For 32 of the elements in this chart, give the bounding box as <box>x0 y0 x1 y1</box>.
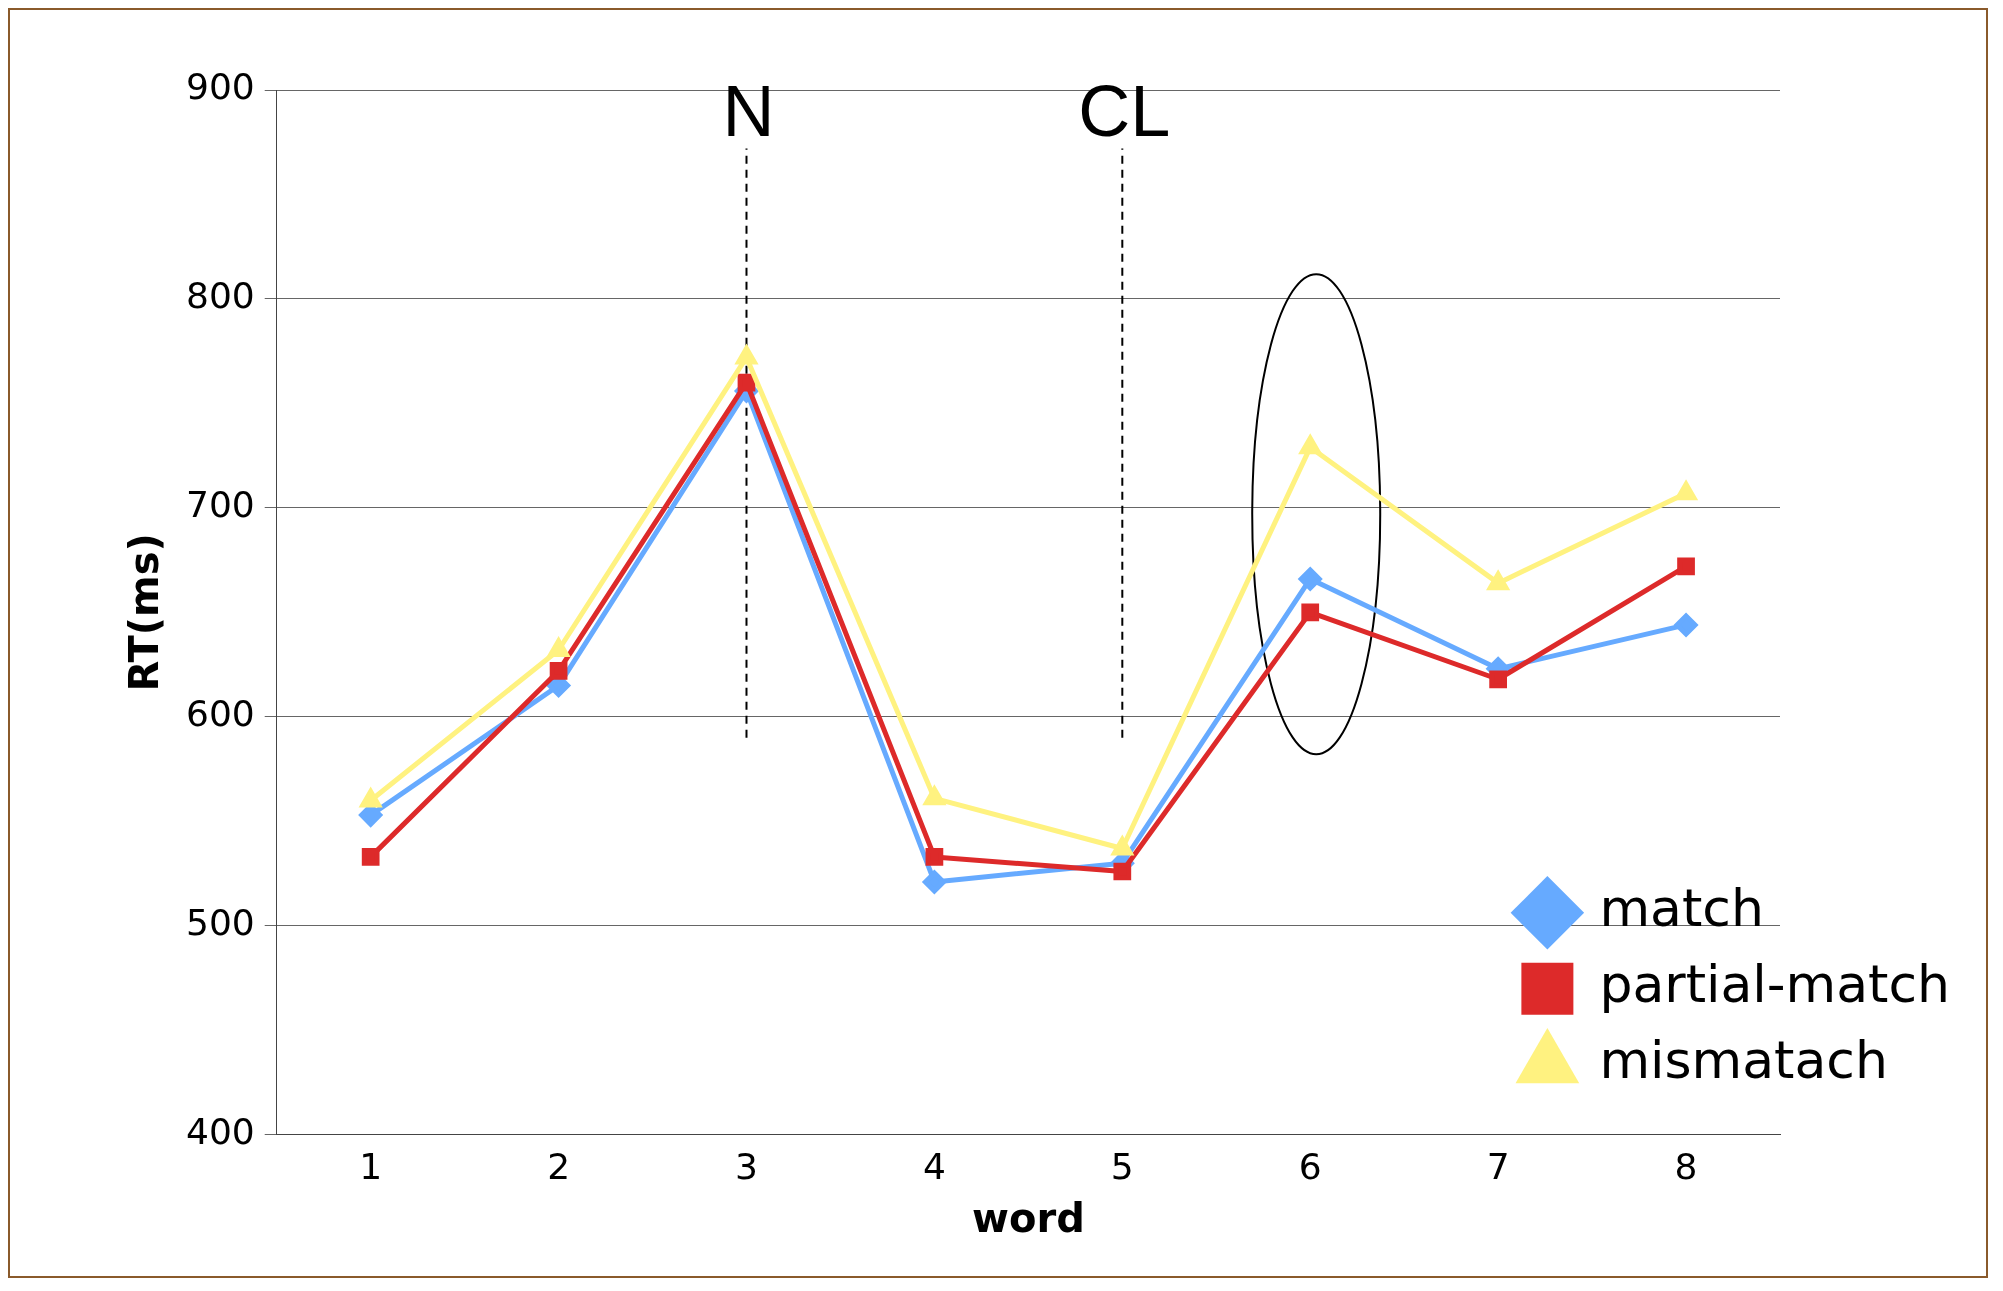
legend-label: match <box>1599 878 1764 939</box>
x-tick-label: 8 <box>1674 1145 1698 1187</box>
point <box>361 848 380 866</box>
x-tick-label: 2 <box>547 1145 571 1187</box>
point <box>737 373 756 392</box>
y-tick-label: 800 <box>185 275 255 317</box>
point <box>1298 567 1322 591</box>
point <box>1113 862 1132 881</box>
point <box>925 848 944 866</box>
point <box>1489 670 1507 689</box>
legend-label: partial-match <box>1599 954 1951 1015</box>
x-tick-label: 6 <box>1298 1145 1322 1187</box>
y-tick-label: 700 <box>185 484 255 526</box>
x-axis-title: word <box>971 1195 1085 1242</box>
point <box>922 870 946 894</box>
x-tick-label: 3 <box>735 1145 758 1187</box>
ref-line-label: CL <box>1078 71 1171 152</box>
point <box>549 662 568 680</box>
y-tick-label: 400 <box>185 1111 255 1153</box>
y-tick-label: 500 <box>185 902 255 944</box>
y-tick-label: 900 <box>185 66 255 108</box>
x-tick-label: 4 <box>922 1145 946 1187</box>
x-tick-label: 5 <box>1110 1145 1134 1187</box>
point <box>1677 557 1695 576</box>
point <box>1301 603 1320 622</box>
y-tick-label: 600 <box>185 693 255 735</box>
ref-line-label: N <box>722 71 775 152</box>
point <box>1674 613 1698 637</box>
x-tick-label: 7 <box>1486 1145 1510 1187</box>
y-axis-title: RT(ms) <box>121 533 168 692</box>
x-tick-label: 1 <box>359 1145 383 1187</box>
legend-label: mismatach <box>1599 1030 1888 1091</box>
